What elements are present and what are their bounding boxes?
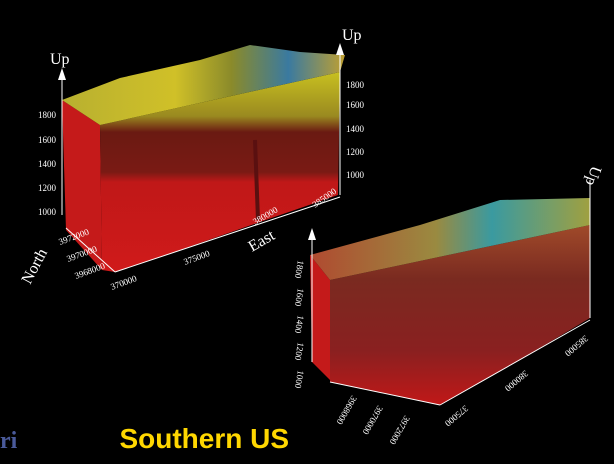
z-tick-label: 1600 xyxy=(346,100,365,110)
east-tick-label: 375000 xyxy=(443,403,470,428)
z-tick-label: 1200 xyxy=(293,342,306,362)
left-z-arrow xyxy=(58,68,66,80)
east-axis xyxy=(439,319,591,406)
north-label: North xyxy=(19,246,52,287)
left-end-face xyxy=(62,100,102,270)
caption: Southern US xyxy=(119,423,289,454)
up-label: Up xyxy=(582,164,605,188)
left-block: Up Up 1800 1600 1400 1200 1000 1800 1600… xyxy=(19,27,365,292)
z-tick-label: 1600 xyxy=(293,288,306,308)
z-tick-label: 1200 xyxy=(38,183,57,193)
east-tick-label: 380000 xyxy=(503,368,530,393)
north-tick-label: 3968000 xyxy=(334,394,359,427)
left-top-face xyxy=(62,45,345,125)
z-tick-label: 1800 xyxy=(346,80,365,90)
side-fragment: ri xyxy=(0,428,18,454)
z-tick-label: 1400 xyxy=(38,159,57,169)
north-tick-label: 3972000 xyxy=(387,414,412,447)
north-axis xyxy=(65,227,116,273)
east-label: East xyxy=(246,227,279,256)
z-tick-label: 1800 xyxy=(38,110,57,120)
east-tick-label: 385000 xyxy=(563,333,590,358)
left-fault xyxy=(253,139,260,221)
right-top-face xyxy=(310,198,590,280)
north-tick-label: 3970000 xyxy=(360,404,385,437)
z-tick-label: 1400 xyxy=(346,124,365,134)
up-label: Up xyxy=(50,51,70,68)
right-front-face xyxy=(330,225,590,405)
z-tick-label: 1000 xyxy=(293,370,306,390)
right-end-face xyxy=(310,255,330,380)
z-tick-label: 1800 xyxy=(293,260,306,280)
z-tick-label: 1200 xyxy=(346,147,365,157)
north-tick-label: 3968000 xyxy=(73,261,106,281)
north-axis xyxy=(329,381,441,406)
z-tick-label: 1000 xyxy=(346,170,365,180)
z-tick-label: 1600 xyxy=(38,135,57,145)
east-axis xyxy=(114,196,341,273)
z-tick-label: 1000 xyxy=(38,207,57,217)
z-tick-label: 1400 xyxy=(293,315,306,335)
right-z-arrow xyxy=(336,43,344,55)
left-front-face xyxy=(100,72,340,272)
up-label: Up xyxy=(342,27,362,44)
right-block: Up 1800 1600 1400 1200 1000 3968000 3970… xyxy=(293,164,604,447)
east-tick-label: 370000 xyxy=(109,273,138,292)
right-z-arrow xyxy=(308,228,316,240)
east-tick-label: 375000 xyxy=(182,248,211,267)
